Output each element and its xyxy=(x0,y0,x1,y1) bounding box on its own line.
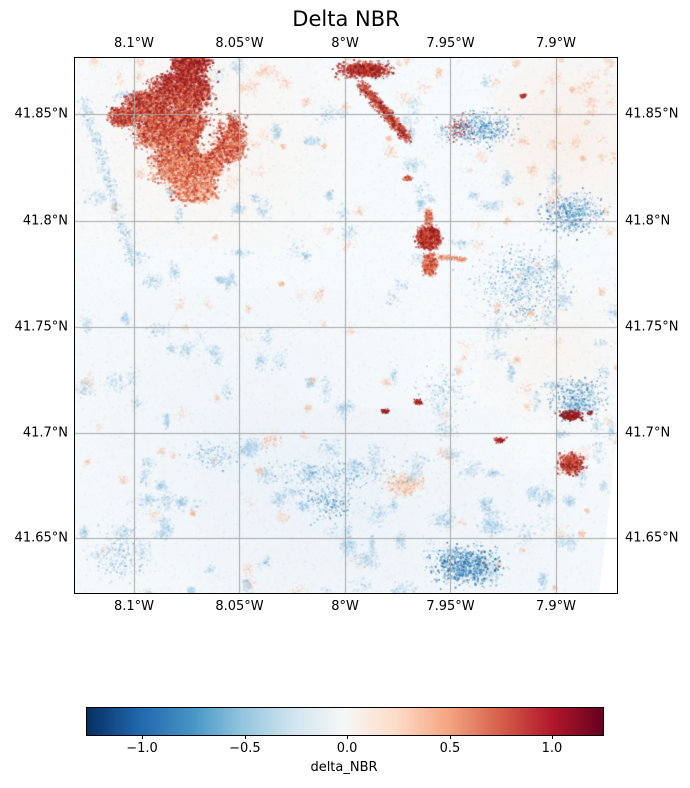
lat-tick-label-left: 41.65°N xyxy=(14,530,68,546)
colorbar-gradient xyxy=(87,708,603,735)
colorbar-tick-mark xyxy=(551,735,553,739)
lon-tick-label-bottom: 7.95°W xyxy=(426,599,475,614)
lat-tick-label-right: 41.85°N xyxy=(625,106,679,122)
colorbar xyxy=(86,707,604,736)
lon-tick-label-top: 8.05°W xyxy=(215,36,264,51)
lat-tick-label-right: 41.8°N xyxy=(625,213,671,229)
lon-tick-label-bottom: 8.1°W xyxy=(114,599,155,614)
colorbar-tick-mark xyxy=(244,735,246,739)
colorbar-tick-mark xyxy=(347,735,349,739)
lon-tick-label-top: 8.1°W xyxy=(114,36,155,51)
map-plot-area xyxy=(74,57,618,594)
lon-tick-label-top: 8°W xyxy=(331,36,359,51)
lat-tick-label-left: 41.85°N xyxy=(14,106,68,122)
lat-tick-label-left: 41.8°N xyxy=(22,213,68,229)
lat-tick-label-right: 41.7°N xyxy=(625,425,671,441)
colorbar-tick-label: 0.0 xyxy=(336,741,358,756)
colorbar-tick-label: 0.5 xyxy=(439,741,461,756)
lon-tick-label-bottom: 8.05°W xyxy=(215,599,264,614)
lat-tick-label-right: 41.75°N xyxy=(625,319,679,335)
delta-nbr-raster xyxy=(75,58,617,593)
lat-tick-label-right: 41.65°N xyxy=(625,530,679,546)
lat-tick-label-left: 41.7°N xyxy=(22,425,68,441)
colorbar-tick-label: 1.0 xyxy=(541,741,563,756)
lon-tick-label-top: 7.9°W xyxy=(536,36,577,51)
colorbar-tick-mark xyxy=(142,735,143,739)
lon-tick-label-bottom: 7.9°W xyxy=(536,599,577,614)
colorbar-tick-label: −0.5 xyxy=(229,741,261,756)
lat-tick-label-left: 41.75°N xyxy=(14,319,68,335)
colorbar-tick-mark xyxy=(450,735,451,739)
colorbar-tick-label: −1.0 xyxy=(126,741,158,756)
chart-title: Delta NBR xyxy=(292,7,400,31)
colorbar-label: delta_NBR xyxy=(310,760,378,775)
lon-tick-label-top: 7.95°W xyxy=(426,36,475,51)
lon-tick-label-bottom: 8°W xyxy=(331,599,359,614)
